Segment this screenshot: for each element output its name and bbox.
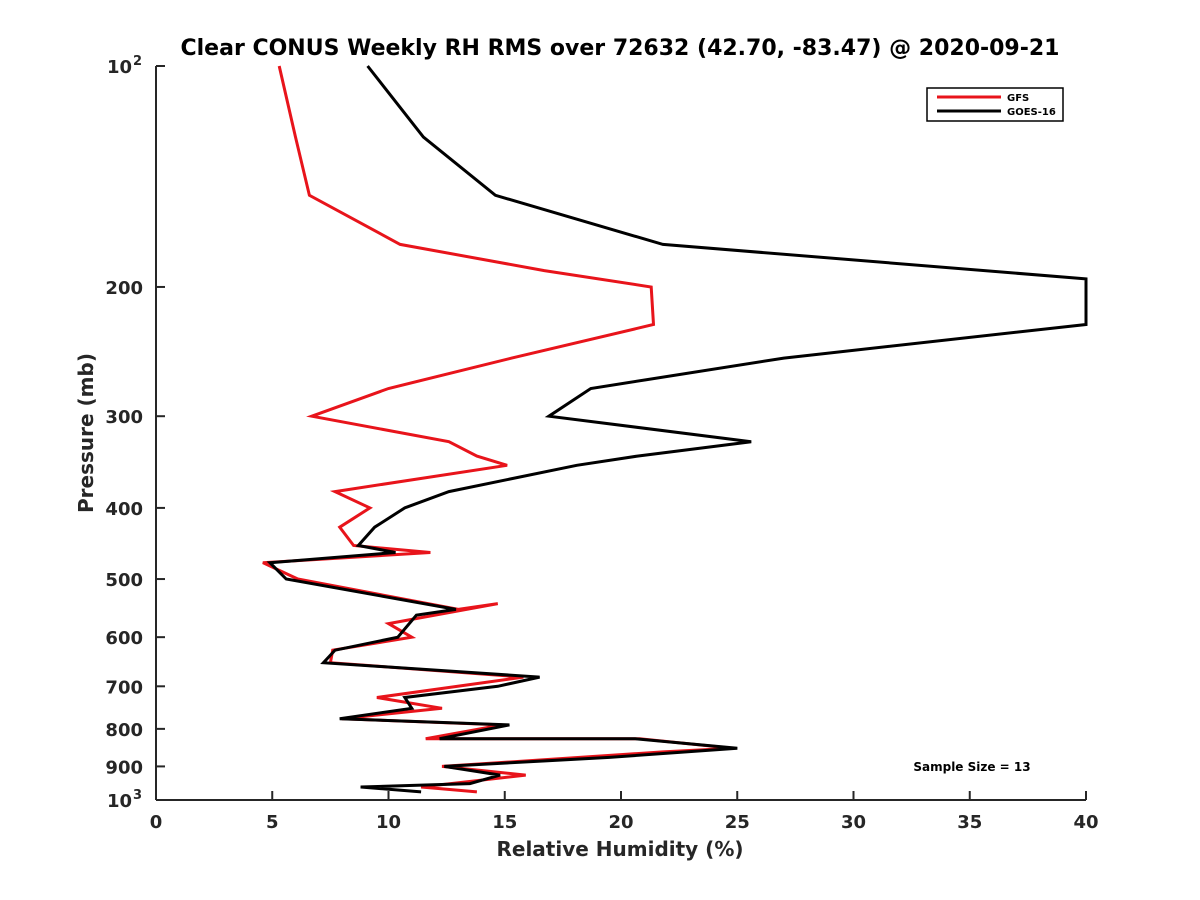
y-tick-label: 400 bbox=[105, 499, 143, 520]
chart-title: Clear CONUS Weekly RH RMS over 72632 (42… bbox=[181, 36, 1060, 61]
x-tick-label: 5 bbox=[266, 812, 279, 833]
sample-size-annotation: Sample Size = 13 bbox=[913, 760, 1030, 774]
x-tick-label: 40 bbox=[1073, 812, 1098, 833]
y-tick-label: 10 bbox=[107, 57, 132, 78]
y-axis-title: Pressure (mb) bbox=[74, 353, 98, 513]
legend-box bbox=[926, 87, 1064, 122]
legend-label-0: GFS bbox=[1007, 93, 1029, 104]
series-line-1 bbox=[266, 65, 1088, 794]
y-tick-exponent: 3 bbox=[133, 788, 142, 803]
y-tick-label: 900 bbox=[105, 757, 143, 778]
y-tick-label: 200 bbox=[105, 278, 143, 299]
y-tick-label: 10 bbox=[107, 791, 132, 812]
x-ticks: 0 5 10 15 20 25 30 35 40 bbox=[150, 791, 1099, 833]
series-layer bbox=[262, 65, 1088, 794]
y-tick-label: 600 bbox=[105, 628, 143, 649]
y-tick-label: 700 bbox=[105, 677, 143, 698]
x-tick-label: 30 bbox=[841, 812, 866, 833]
x-tick-label: 10 bbox=[376, 812, 401, 833]
x-tick-label: 15 bbox=[492, 812, 517, 833]
x-tick-label: 0 bbox=[150, 812, 163, 833]
x-axis-title: Relative Humidity (%) bbox=[496, 837, 743, 861]
x-tick-label: 25 bbox=[725, 812, 750, 833]
y-tick-exponent: 2 bbox=[133, 54, 142, 69]
legend-label-1: GOES-16 bbox=[1007, 107, 1056, 118]
y-tick-label: 800 bbox=[105, 720, 143, 741]
x-tick-label: 35 bbox=[957, 812, 982, 833]
y-tick-label: 500 bbox=[105, 570, 143, 591]
x-tick-label: 20 bbox=[608, 812, 633, 833]
y-tick-label: 300 bbox=[105, 407, 143, 428]
legend: GFS GOES-16 bbox=[926, 87, 1064, 122]
